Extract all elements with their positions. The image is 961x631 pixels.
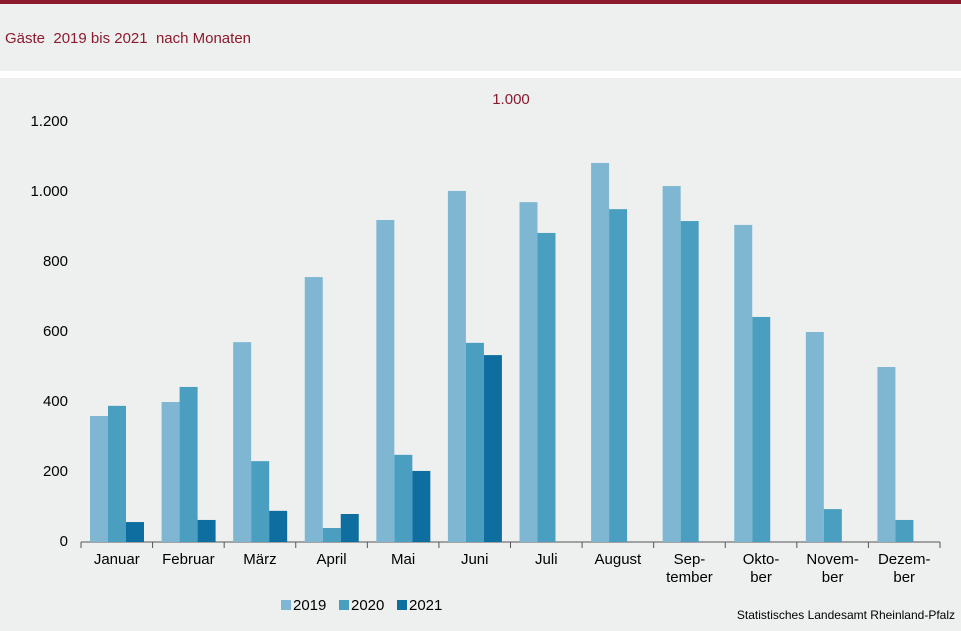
x-tick-label: Februar bbox=[162, 551, 215, 568]
bar bbox=[90, 416, 108, 542]
bar bbox=[752, 316, 771, 542]
y-tick-label: 1.200 bbox=[30, 113, 68, 130]
y-tick-label: 0 bbox=[60, 533, 68, 550]
bar bbox=[269, 510, 288, 542]
bar bbox=[161, 402, 180, 542]
x-tick-label: April bbox=[316, 551, 347, 568]
top-bar bbox=[0, 0, 961, 4]
bar bbox=[376, 220, 395, 542]
bar bbox=[734, 224, 753, 542]
x-tick-label: Mai bbox=[391, 551, 416, 568]
bar bbox=[108, 405, 126, 542]
bar bbox=[322, 528, 341, 542]
bar bbox=[591, 162, 610, 542]
x-tick-label: Juni bbox=[460, 551, 489, 568]
x-tick-label: Okto- ber bbox=[742, 551, 780, 586]
bar bbox=[877, 367, 896, 542]
bar bbox=[465, 342, 484, 542]
legend-label: 2021 bbox=[409, 597, 442, 614]
bar bbox=[304, 277, 323, 542]
y-tick-label: 200 bbox=[43, 463, 68, 480]
bar bbox=[447, 190, 466, 542]
source: Statistisches Landesamt Rheinland-Pfalz bbox=[736, 608, 955, 622]
legend-swatch bbox=[281, 600, 291, 610]
legend-swatch bbox=[397, 600, 407, 610]
bar bbox=[519, 202, 538, 542]
y-tick-label: 1.000 bbox=[30, 183, 68, 200]
bar bbox=[895, 519, 914, 542]
x-tick-label: Sep- tember bbox=[666, 551, 713, 586]
y-tick-label: 600 bbox=[43, 323, 68, 340]
bar bbox=[680, 221, 699, 543]
y-tick-label: 400 bbox=[43, 393, 68, 410]
bar bbox=[394, 454, 413, 542]
x-tick-label: Januar bbox=[93, 551, 140, 568]
legend-swatch bbox=[339, 600, 349, 610]
x-tick-label: Novem- ber bbox=[806, 551, 859, 586]
bar bbox=[251, 461, 270, 542]
x-tick-label: Dezem- ber bbox=[877, 551, 931, 586]
legend-label: 2020 bbox=[351, 597, 384, 614]
x-tick-label: März bbox=[243, 551, 277, 568]
bar bbox=[805, 332, 824, 542]
chart-title: Gäste 2019 bis 2021 nach Monaten bbox=[5, 30, 252, 47]
bar bbox=[609, 209, 628, 542]
bar bbox=[483, 355, 502, 542]
bar bbox=[126, 522, 144, 542]
bar bbox=[197, 519, 216, 542]
bar bbox=[340, 514, 359, 542]
bar bbox=[662, 186, 681, 543]
bar bbox=[537, 232, 556, 542]
legend-label: 2019 bbox=[293, 597, 326, 614]
bar bbox=[179, 386, 198, 542]
x-tick-label: Juli bbox=[535, 551, 558, 568]
bar bbox=[823, 509, 842, 542]
separator bbox=[0, 71, 961, 78]
unit-label: 1.000 bbox=[492, 91, 530, 108]
bar bbox=[233, 342, 252, 542]
x-tick-label: August bbox=[594, 551, 642, 568]
bar bbox=[412, 470, 431, 542]
y-tick-label: 800 bbox=[43, 253, 68, 270]
